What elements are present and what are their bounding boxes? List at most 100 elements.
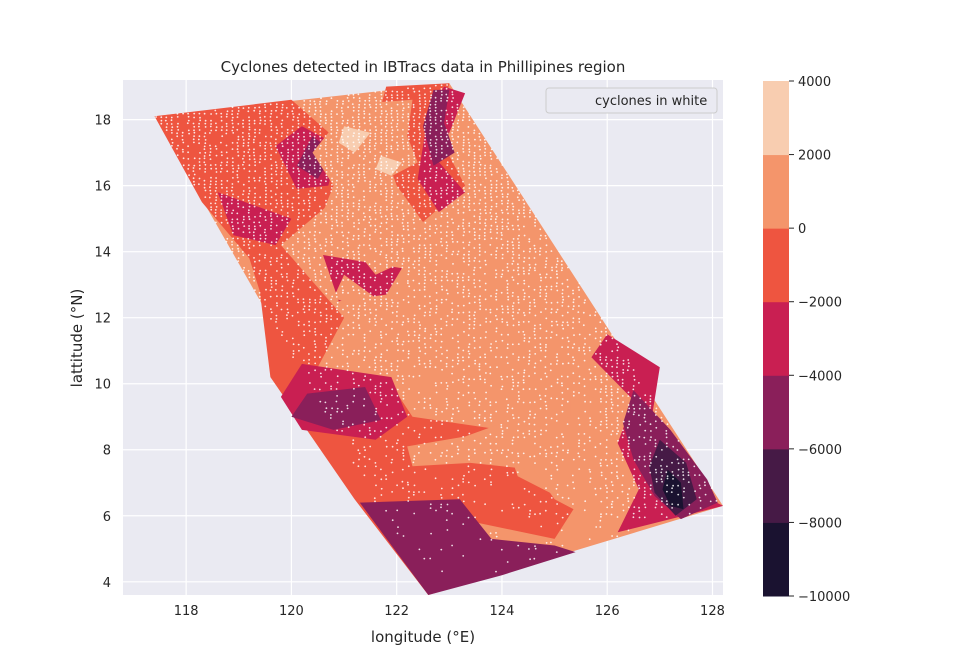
cyclone-point [353, 173, 355, 176]
cyclone-point [395, 125, 398, 128]
cyclone-point [468, 365, 470, 368]
cyclone-point [209, 180, 212, 183]
cyclone-point [435, 155, 437, 158]
cyclone-point [330, 190, 333, 193]
cyclone-point [258, 221, 261, 224]
cyclone-point [384, 125, 387, 128]
cyclone-point [500, 333, 503, 336]
cyclone-point [534, 218, 537, 221]
cyclone-point [396, 509, 399, 512]
cyclone-point [429, 116, 432, 118]
cyclone-point [368, 458, 371, 461]
cyclone-point [198, 167, 201, 170]
cyclone-point [385, 394, 387, 397]
cyclone-point [424, 132, 427, 135]
cyclone-point [259, 158, 262, 161]
cyclone-point [418, 548, 421, 551]
cyclone-point [583, 509, 586, 512]
cyclone-point [413, 365, 416, 368]
cyclone-point [483, 145, 486, 147]
cyclone-point [606, 497, 608, 499]
cyclone-point [275, 279, 277, 282]
cyclone-point [258, 132, 261, 134]
cyclone-point [457, 276, 460, 279]
cyclone-point [380, 110, 383, 112]
cyclone-point [429, 186, 432, 189]
cyclone-point [474, 359, 477, 362]
cyclone-point [210, 123, 213, 125]
cyclone-point [489, 164, 492, 167]
cyclone-point [424, 346, 427, 349]
cyclone-point [605, 365, 608, 368]
cyclone-point [258, 272, 261, 275]
cyclone-point [309, 135, 312, 138]
cyclone-point [331, 305, 333, 307]
cyclone-point [440, 225, 442, 227]
cyclone-point [308, 205, 311, 208]
cyclone-point [589, 314, 591, 317]
cyclone-point [380, 288, 382, 291]
cyclone-point [649, 493, 652, 496]
cyclone-point [473, 266, 476, 269]
cyclone-point [434, 176, 437, 179]
cyclone-point [341, 273, 343, 275]
cyclone-point [473, 314, 475, 317]
cyclone-point [308, 115, 311, 118]
cyclone-point [462, 500, 465, 503]
cyclone-point [242, 107, 245, 109]
cyclone-point [616, 516, 619, 518]
cyclone-point [573, 487, 575, 490]
cyclone-point [567, 353, 570, 356]
cyclone-point [230, 189, 233, 192]
cyclone-point [352, 400, 355, 403]
cyclone-point [385, 455, 388, 457]
cyclone-point [445, 462, 448, 464]
cyclone-point [435, 311, 437, 314]
cyclone-point [314, 218, 317, 221]
cyclone-point [336, 311, 339, 313]
cyclone-point [325, 203, 328, 205]
cyclone-point [423, 305, 426, 308]
cyclone-point [286, 296, 289, 298]
cyclone-point [275, 103, 278, 106]
cyclone-point [258, 259, 261, 262]
cyclone-point [446, 84, 448, 86]
cyclone-point [489, 449, 492, 451]
cyclone-point [369, 330, 372, 333]
cyclone-point [539, 292, 541, 294]
cyclone-point [435, 350, 438, 352]
cyclone-point [638, 455, 641, 458]
cyclone-point [297, 135, 300, 138]
cyclone-point [270, 123, 273, 125]
cyclone-point [380, 430, 382, 433]
cyclone-point [412, 103, 415, 106]
cyclone-point [604, 327, 607, 330]
cyclone-point [649, 439, 652, 441]
cyclone-point [281, 285, 284, 288]
cyclone-point [236, 142, 239, 144]
cyclone-point [407, 295, 410, 298]
y-axis-label: lattitude (°N) [68, 289, 86, 388]
cyclone-point [617, 388, 619, 391]
cyclone-point [380, 343, 382, 345]
cyclone-point [495, 190, 497, 193]
cyclone-point [368, 141, 371, 144]
cyclone-point [226, 113, 228, 115]
cyclone-point [528, 340, 530, 343]
cyclone-point [369, 433, 372, 436]
cyclone-point [253, 154, 256, 157]
cyclone-point [495, 276, 497, 279]
cyclone-point [391, 151, 394, 154]
cyclone-point [204, 119, 207, 122]
cyclone-point [594, 375, 597, 378]
cyclone-point [325, 340, 327, 342]
cyclone-point [627, 445, 630, 448]
cyclone-point [379, 190, 382, 193]
cyclone-point [391, 321, 394, 323]
cyclone-point [518, 398, 521, 400]
cyclone-point [225, 196, 228, 198]
cyclone-point [529, 558, 531, 561]
cyclone-point [386, 206, 388, 208]
cyclone-point [374, 369, 376, 371]
cyclone-point [495, 212, 497, 215]
